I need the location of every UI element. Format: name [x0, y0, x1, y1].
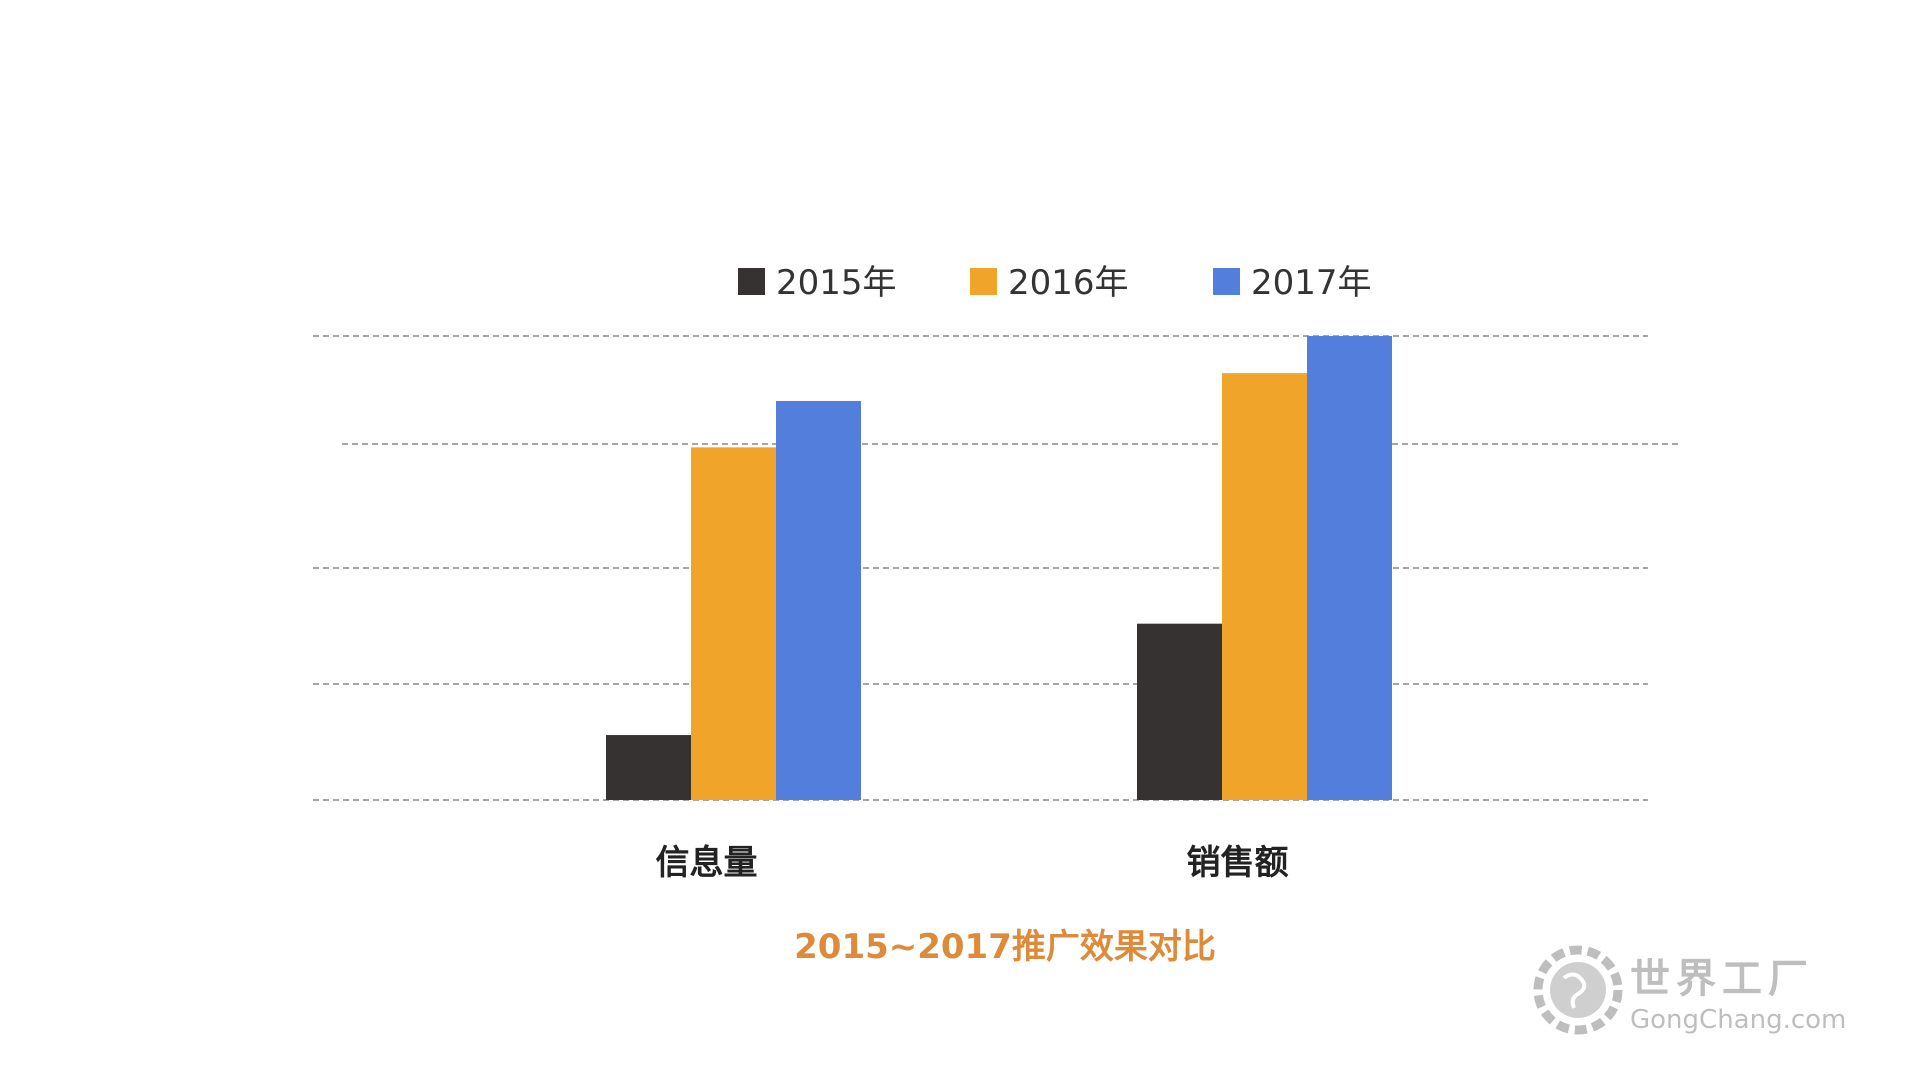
grid-lines [313, 335, 1678, 801]
category-labels: 信息量 销售额 [656, 843, 1289, 883]
legend: 2015年 2016年 2017年 [738, 263, 1372, 303]
watermark-brand-cn: 世界工厂 [1630, 956, 1814, 1002]
legend-label: 2016年 [1008, 263, 1129, 303]
watermark-brand-en: GongChang.com [1630, 1005, 1846, 1035]
legend-swatch [738, 268, 765, 295]
category-label: 信息量 [656, 843, 758, 883]
globe-gear-icon [1533, 945, 1623, 1035]
bar-sales-2016年 [1222, 373, 1307, 800]
bar-info-2017年 [776, 400, 861, 800]
legend-swatch [970, 268, 997, 295]
legend-swatch [1213, 268, 1240, 295]
category-label: 销售额 [1187, 843, 1289, 883]
legend-label: 2017年 [1251, 263, 1372, 303]
legend-label: 2015年 [776, 263, 897, 303]
bars [606, 336, 1392, 800]
chart-title: 2015~2017推广效果对比 [794, 927, 1216, 967]
bar-sales-2017年 [1307, 336, 1392, 800]
bar-info-2016年 [691, 447, 776, 800]
bar-info-2015年 [606, 735, 691, 800]
watermark-logo: 世界工厂 GongChang.com [1533, 945, 1846, 1035]
bar-sales-2015年 [1137, 623, 1222, 800]
